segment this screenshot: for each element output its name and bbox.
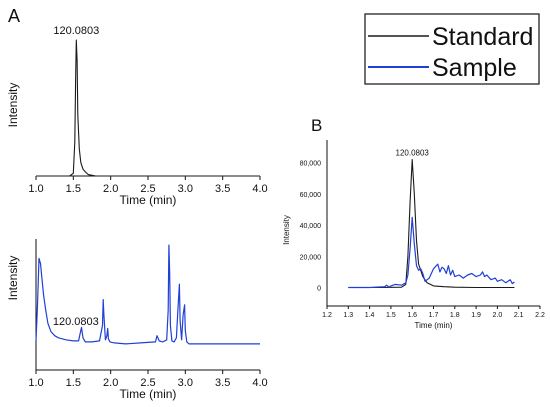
y-tick-label: 0 — [317, 286, 321, 293]
x-tick-label: 2.0 — [103, 183, 118, 195]
x-axis-title: Time (min) — [415, 321, 453, 330]
y-tick-label: 60,000 — [300, 192, 322, 199]
x-tick-label: 1.8 — [450, 312, 460, 319]
series-line-sample — [348, 216, 515, 289]
peak-label: 120.0803 — [53, 25, 99, 37]
x-axis-title: Time (min) — [120, 193, 177, 207]
x-tick-label: 2.5 — [140, 377, 155, 389]
x-tick-label: 2.0 — [103, 377, 118, 389]
chart-a-sample: 1.0 1.5 2.0 2.5 3.0 3.5 4.0 Time (min) Intensity… — [6, 239, 268, 401]
y-tick-label: 40,000 — [300, 223, 322, 230]
x-tick-label: 1.4 — [365, 312, 375, 319]
x-tick-label: 1.2 — [322, 312, 332, 319]
x-tick-label: 4.0 — [252, 183, 267, 195]
peak-label: 120.0803 — [53, 316, 99, 328]
y-axis-title: Intensity — [6, 256, 20, 301]
legend-label-standard: Standard — [432, 23, 533, 51]
x-tick-label: 3.0 — [178, 377, 193, 389]
x-tick-label: 3.5 — [215, 377, 230, 389]
chart-b-overlay: 1.2 1.3 1.4 1.5 1.6 1.7 1.8 1.9 2.0 2.1 2.2 0 20,000… — [282, 140, 545, 330]
x-tick-label: 1.9 — [471, 312, 481, 319]
y-axis-title: Intensity — [6, 83, 20, 128]
x-tick-label: 2.1 — [514, 312, 524, 319]
x-tick-label: 3.5 — [215, 183, 230, 195]
x-tick-label: 3.0 — [178, 183, 193, 195]
peak-label: 120.0803 — [396, 148, 430, 157]
series-line-standard — [36, 39, 260, 177]
x-tick-label: 2.2 — [535, 312, 545, 319]
series-line-standard — [348, 158, 515, 289]
y-axis-title: Intensity — [282, 215, 291, 245]
legend-frame — [364, 13, 540, 85]
x-axis-title: Time (min) — [120, 387, 177, 401]
x-tick-label: 1.5 — [66, 183, 81, 195]
panel-label-b: B — [311, 116, 322, 135]
x-tick-label: 2.5 — [140, 183, 155, 195]
x-tick-label: 1.0 — [28, 183, 43, 195]
x-tick-label: 1.0 — [28, 377, 43, 389]
x-tick-label: 4.0 — [252, 377, 267, 389]
chart-a-standard: 1.0 1.5 2.0 2.5 3.0 3.5 4.0 Time (min) Intensity… — [6, 25, 268, 207]
panel-label-a: A — [8, 6, 20, 26]
legend: Standard Sample — [364, 13, 540, 85]
x-tick-label: 1.6 — [407, 312, 417, 319]
y-tick-label: 20,000 — [300, 254, 322, 261]
series-line-sample — [35, 244, 260, 345]
x-tick-label: 1.7 — [429, 312, 439, 319]
x-tick-label: 1.3 — [343, 312, 353, 319]
x-tick-label: 2.0 — [493, 312, 503, 319]
x-tick-label: 1.5 — [386, 312, 396, 319]
y-tick-label: 80,000 — [300, 161, 322, 168]
legend-label-sample: Sample — [432, 54, 517, 82]
x-tick-label: 1.5 — [66, 377, 81, 389]
